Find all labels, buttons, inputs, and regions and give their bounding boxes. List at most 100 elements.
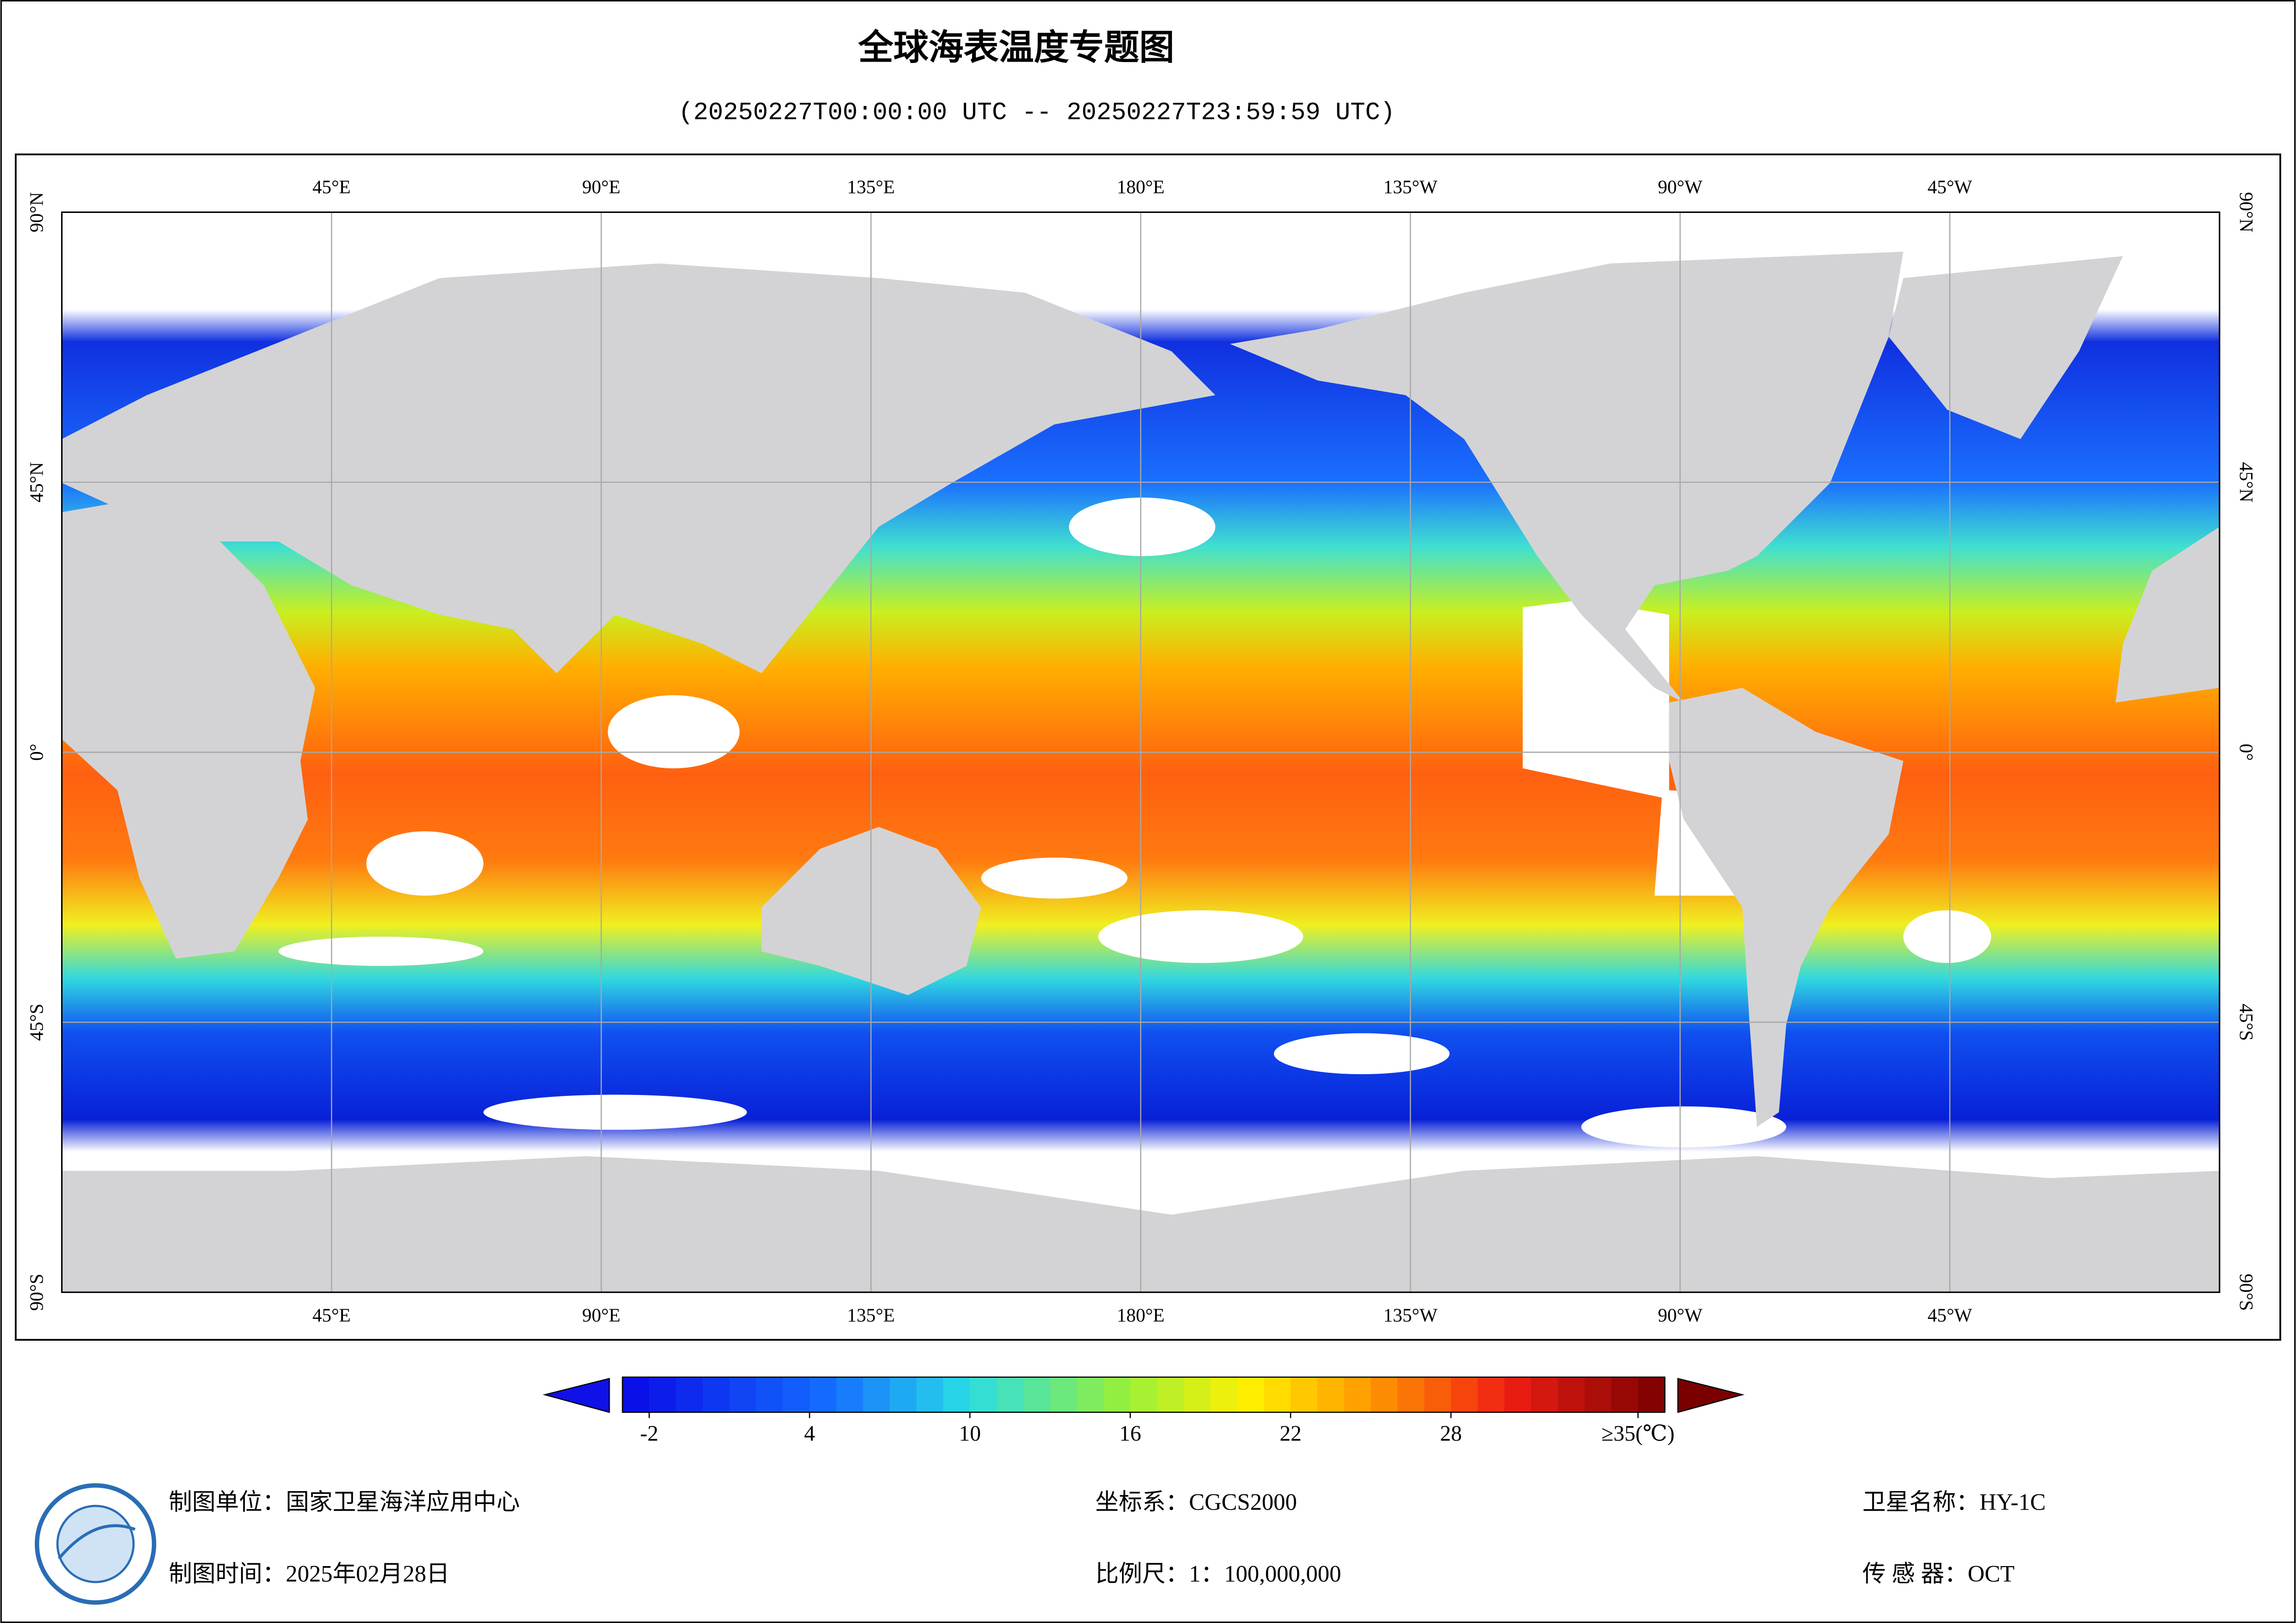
satellite-name: 卫星名称：HY-1C xyxy=(1862,1489,2046,1515)
colorbar-segment xyxy=(1050,1377,1078,1412)
colorbar-segment xyxy=(1291,1377,1318,1412)
cloud xyxy=(1273,1033,1450,1075)
colorbar-segment xyxy=(1210,1377,1238,1412)
cloud xyxy=(366,831,484,896)
colorbar-segment xyxy=(1103,1377,1131,1412)
colorbar-frame xyxy=(622,1376,1666,1413)
logo-orbit xyxy=(57,1524,136,1560)
south-america xyxy=(1669,688,1903,1127)
lon-label-bottom: 45°W xyxy=(1928,1305,1972,1326)
colorbar-segment xyxy=(943,1377,971,1412)
colorbar-segment xyxy=(756,1377,784,1412)
subtitle: (20250227T00:00:00 UTC -- 20250227T23:59… xyxy=(679,99,1395,127)
colorbar-segment xyxy=(1371,1377,1398,1412)
colorbar-segment xyxy=(1531,1377,1559,1412)
lat-label-right: 0° xyxy=(2236,744,2257,761)
cloud xyxy=(1581,1106,1786,1148)
lat-label-right: 45°N xyxy=(2236,462,2257,502)
lon-label-bottom: 90°E xyxy=(582,1305,621,1326)
lon-label-top: 45°E xyxy=(312,176,351,197)
graticule: 45°E 45°E 90°E 90°E 135°E 135°E 180°E 180°E 135°… xyxy=(25,176,2257,1325)
colorbar-segment xyxy=(1077,1377,1104,1412)
colorbar-segment xyxy=(1344,1377,1372,1412)
colorbar-segment xyxy=(1504,1377,1532,1412)
cloud xyxy=(1903,910,1991,963)
colorbar-segment xyxy=(1611,1377,1639,1412)
lat-label-left: 45°S xyxy=(25,1004,47,1041)
cloud xyxy=(278,936,484,966)
colorbar-under-arrow xyxy=(543,1378,610,1413)
map-frame xyxy=(15,153,2281,1341)
colorbar-segment xyxy=(702,1377,730,1412)
colorbar-segment xyxy=(1184,1377,1211,1412)
africa xyxy=(62,497,315,959)
logo-globe xyxy=(56,1505,135,1583)
lon-label-bottom: 180°E xyxy=(1117,1305,1165,1326)
lon-label-top: 135°E xyxy=(847,176,895,197)
colorbar-segment xyxy=(676,1377,704,1412)
colorbar-tick-label: 22 xyxy=(1279,1422,1301,1446)
colorbar-segment xyxy=(622,1377,650,1412)
lon-label-top: 180°E xyxy=(1117,176,1165,197)
colorbar-segment xyxy=(1317,1377,1345,1412)
colorbar-segment xyxy=(809,1377,837,1412)
map-scale: 比例尺：1：100,000,000 xyxy=(1095,1561,1341,1586)
map-date: 制图时间：2025年02月28日 xyxy=(168,1561,449,1586)
sensor-name: 传 感 器：OCT xyxy=(1862,1561,2015,1586)
colorbar-segment xyxy=(649,1377,677,1412)
colorbar-segment xyxy=(729,1377,757,1412)
colorbar-segment xyxy=(1237,1377,1265,1412)
africa-west xyxy=(2115,527,2220,703)
cloud xyxy=(608,695,740,769)
colorbar-segment xyxy=(1157,1377,1185,1412)
map-border xyxy=(61,211,2221,1293)
lon-label-top: 90°W xyxy=(1658,176,1703,197)
colorbar-segment xyxy=(1451,1377,1479,1412)
colorbar-segment xyxy=(1478,1377,1505,1412)
map-unit: 制图单位：国家卫星海洋应用中心 xyxy=(168,1489,520,1515)
lat-label-right: 45°S xyxy=(2236,1004,2257,1041)
cloud xyxy=(1098,910,1304,963)
lat-label-right: 90°S xyxy=(2236,1274,2257,1311)
title: 全球海表温度专题图 xyxy=(858,27,1174,68)
colorbar-tick-label: 10 xyxy=(959,1422,981,1446)
colorbar-segment xyxy=(1558,1377,1585,1412)
lon-label-bottom: 135°E xyxy=(847,1305,895,1326)
north-america xyxy=(1230,251,1903,703)
lat-label-left: 90°N xyxy=(25,192,47,232)
colorbar-tick-label: ≥35(℃) xyxy=(1602,1422,1675,1446)
lon-label-top: 90°E xyxy=(582,176,621,197)
cloud xyxy=(981,858,1128,899)
colorbar-tick-label: 28 xyxy=(1440,1422,1462,1446)
lat-label-right: 90°N xyxy=(2236,192,2257,232)
colorbar-segment xyxy=(1585,1377,1612,1412)
lon-label-top: 135°W xyxy=(1383,176,1437,197)
no-data xyxy=(278,497,1991,1148)
lat-label-left: 45°N xyxy=(25,462,47,502)
lon-label-bottom: 90°W xyxy=(1658,1305,1703,1326)
colorbar-tick-label: 4 xyxy=(804,1422,815,1446)
coordinate-system: 坐标系：CGCS2000 xyxy=(1095,1489,1297,1515)
colorbar-tick-label: -2 xyxy=(640,1422,659,1446)
colorbar-segment xyxy=(996,1377,1024,1412)
colorbar: -2 4 10 16 22 28 ≥35(℃) xyxy=(543,1376,1745,1446)
colorbar-segment xyxy=(1424,1377,1452,1412)
lon-label-bottom: 135°W xyxy=(1383,1305,1437,1326)
eurasia xyxy=(62,263,1216,673)
lon-label-bottom: 45°E xyxy=(312,1305,351,1326)
colorbar-segment xyxy=(890,1377,917,1412)
colorbar-segment xyxy=(1397,1377,1425,1412)
cloud xyxy=(1069,497,1216,556)
lat-label-left: 0° xyxy=(25,744,47,761)
colorbar-over-arrow xyxy=(1677,1378,1745,1413)
colorbar-segment xyxy=(970,1377,998,1412)
greenland xyxy=(1889,256,2123,439)
lon-label-top: 45°W xyxy=(1928,176,1972,197)
colorbar-segment xyxy=(1264,1377,1292,1412)
footer: 制图单位：国家卫星海洋应用中心 制图时间：2025年02月28日 坐标系：CGC… xyxy=(35,1483,2046,1605)
colorbar-segment xyxy=(783,1377,811,1412)
colorbar-segment xyxy=(1638,1377,1666,1412)
cloud xyxy=(483,1094,747,1130)
